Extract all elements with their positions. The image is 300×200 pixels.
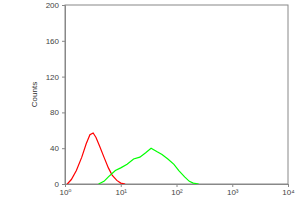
x-tick-mark [121, 184, 122, 187]
y-tick-label: 40 [50, 144, 59, 153]
y-tick-mark [62, 5, 65, 6]
series-line [67, 133, 125, 184]
plot-frame [65, 5, 288, 184]
x-tick: 10² [171, 184, 183, 197]
y-tick: 80 [50, 108, 65, 117]
x-tick-label: 10² [171, 188, 183, 197]
series-group [67, 133, 198, 184]
y-tick-mark [62, 77, 65, 78]
x-axis: 10⁰ 10¹ 10² 10³ 10⁴ [59, 184, 295, 197]
x-tick-mark [177, 184, 178, 187]
y-tick-label: 200 [46, 1, 60, 10]
y-tick-mark [62, 184, 65, 185]
y-tick: 0 [55, 180, 65, 189]
x-tick-label: 10³ [227, 188, 239, 197]
x-tick-label: 10¹ [115, 188, 127, 197]
y-axis-title: Counts [30, 82, 39, 107]
y-tick: 120 [46, 73, 65, 82]
series-line [99, 148, 199, 184]
x-tick-mark [288, 184, 289, 187]
x-tick-label: 10⁴ [282, 188, 295, 197]
x-tick-mark [232, 184, 233, 187]
y-tick: 40 [50, 144, 65, 153]
y-tick: 200 [46, 1, 65, 10]
y-tick-label: 120 [46, 73, 60, 82]
x-tick: 10¹ [115, 184, 127, 197]
y-tick-label: 0 [55, 180, 60, 189]
x-tick: 10⁰ [59, 184, 71, 197]
y-tick-mark [62, 148, 65, 149]
y-axis: 0 40 80 120 160 200 [46, 1, 66, 189]
y-tick-label: 80 [50, 108, 59, 117]
plot: 10⁰ 10¹ 10² 10³ 10⁴ 0 40 80 120 160 200 [46, 1, 296, 197]
y-tick: 160 [46, 37, 65, 46]
y-tick-mark [62, 41, 65, 42]
y-tick-label: 160 [46, 37, 60, 46]
x-tick-label: 10⁰ [59, 188, 71, 197]
y-axis-line [62, 6, 66, 185]
x-axis-line [66, 185, 289, 188]
chart: 10⁰ 10¹ 10² 10³ 10⁴ 0 40 80 120 160 200 Counts [0, 0, 300, 200]
x-tick: 10³ [227, 184, 239, 197]
y-tick-mark [62, 112, 65, 113]
x-tick: 10⁴ [282, 184, 295, 197]
